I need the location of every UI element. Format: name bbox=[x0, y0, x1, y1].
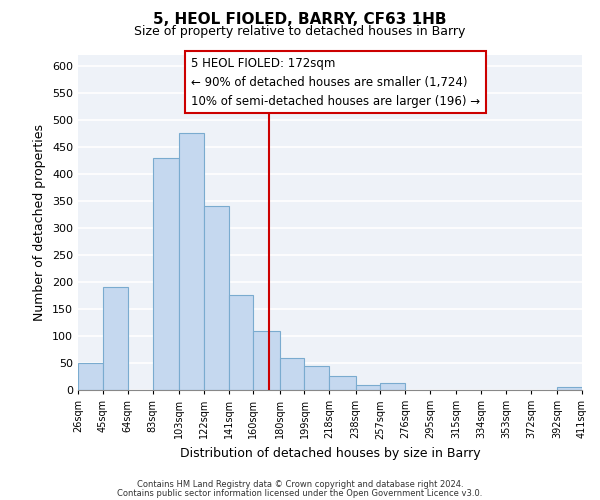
Bar bbox=[280, 358, 304, 390]
Text: 5 HEOL FIOLED: 172sqm
← 90% of detached houses are smaller (1,724)
10% of semi-d: 5 HEOL FIOLED: 172sqm ← 90% of detached … bbox=[191, 56, 480, 108]
Text: 5, HEOL FIOLED, BARRY, CF63 1HB: 5, HEOL FIOLED, BARRY, CF63 1HB bbox=[153, 12, 447, 28]
Bar bbox=[380, 383, 405, 390]
Bar bbox=[329, 376, 356, 390]
X-axis label: Distribution of detached houses by size in Barry: Distribution of detached houses by size … bbox=[179, 447, 481, 460]
Y-axis label: Number of detached properties: Number of detached properties bbox=[34, 124, 46, 321]
Text: Contains public sector information licensed under the Open Government Licence v3: Contains public sector information licen… bbox=[118, 488, 482, 498]
Bar bbox=[229, 296, 253, 390]
Bar bbox=[557, 388, 582, 390]
Bar bbox=[103, 288, 128, 390]
Text: Contains HM Land Registry data © Crown copyright and database right 2024.: Contains HM Land Registry data © Crown c… bbox=[137, 480, 463, 489]
Bar bbox=[78, 363, 103, 390]
Bar bbox=[253, 330, 280, 390]
Bar bbox=[152, 158, 179, 390]
Bar bbox=[179, 134, 203, 390]
Bar bbox=[356, 384, 380, 390]
Bar bbox=[203, 206, 229, 390]
Bar bbox=[304, 366, 329, 390]
Text: Size of property relative to detached houses in Barry: Size of property relative to detached ho… bbox=[134, 25, 466, 38]
